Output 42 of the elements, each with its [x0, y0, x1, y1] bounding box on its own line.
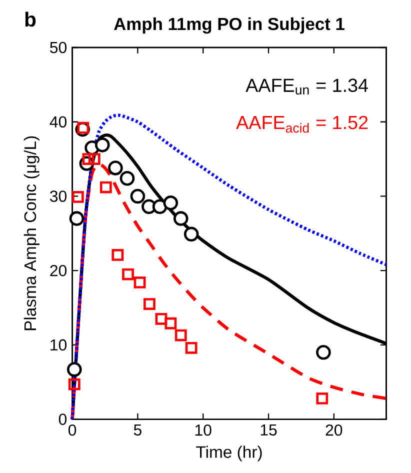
chart-title: Amph 11mg PO in Subject 1	[114, 17, 344, 34]
x-tick-label: 10	[195, 424, 212, 436]
point	[94, 138, 110, 152]
point	[316, 344, 331, 360]
point	[66, 362, 82, 377]
point	[77, 122, 90, 134]
x-tick-label: 20	[326, 424, 342, 436]
x-axis-title: Time (hr)	[196, 446, 262, 462]
text: b	[25, 12, 36, 27]
point	[88, 153, 100, 166]
point	[130, 188, 146, 204]
point	[100, 181, 112, 194]
x-tick-label: 0	[68, 424, 76, 436]
point	[112, 249, 124, 261]
point	[164, 317, 177, 330]
point	[134, 276, 146, 288]
point	[316, 392, 328, 404]
point	[82, 153, 94, 166]
point	[120, 170, 135, 186]
point	[108, 160, 123, 176]
y-tick-label: 40	[50, 116, 67, 128]
point	[68, 378, 80, 390]
point	[144, 298, 156, 310]
point	[69, 211, 84, 226]
y-axis-title: Plasma Amph Conc (μg/L)	[24, 136, 40, 330]
point	[163, 196, 178, 210]
y-tick-label: 10	[50, 339, 67, 351]
point	[173, 211, 188, 226]
point	[185, 342, 198, 354]
point	[122, 268, 134, 280]
x-tick-label: 15	[260, 424, 277, 436]
y-tick-label: 0	[58, 414, 67, 425]
y-tick-label: 30	[50, 190, 67, 202]
point	[155, 312, 168, 325]
point	[184, 226, 199, 242]
point	[72, 191, 84, 203]
annotation: AAFE$_{acid}$ = 1.52	[236, 116, 368, 133]
x-tick-label: 5	[134, 424, 142, 436]
y-tick-label: 50	[50, 42, 67, 54]
point	[174, 329, 187, 342]
annotation: AAFE$_{un}$ = 1.34	[246, 78, 368, 95]
y-tick-label: 20	[50, 264, 67, 276]
